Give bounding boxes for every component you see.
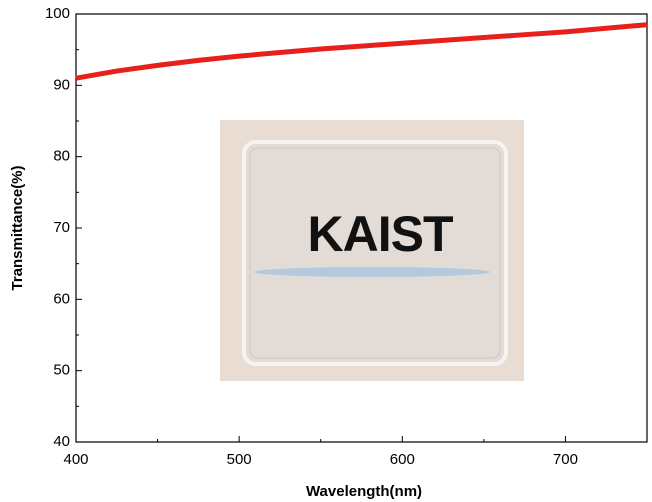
x-tick-label: 600 xyxy=(390,451,415,468)
x-tick-label: 400 xyxy=(63,451,88,468)
x-tick-label: 700 xyxy=(553,451,578,468)
y-tick-label: 70 xyxy=(53,219,70,236)
inset-photo: KAIST xyxy=(220,120,524,381)
y-tick-label: 40 xyxy=(53,433,70,450)
y-tick-label: 50 xyxy=(53,362,70,379)
transmittance-line xyxy=(76,25,647,78)
y-axis-title: Transmittance(%) xyxy=(9,165,26,290)
x-axis-title: Wavelength(nm) xyxy=(306,483,422,500)
x-tick-label: 500 xyxy=(227,451,252,468)
y-tick-label: 80 xyxy=(53,148,70,165)
y-tick-label: 100 xyxy=(45,5,70,22)
page: KAIST Wavelength(nm) Transmittance(%) 40… xyxy=(0,0,652,502)
kaist-logo: KAIST xyxy=(308,206,453,262)
chart: KAIST Wavelength(nm) Transmittance(%) 40… xyxy=(0,0,652,502)
blue-reflection xyxy=(254,267,490,277)
y-tick-label: 60 xyxy=(53,290,70,307)
y-tick-label: 90 xyxy=(53,76,70,93)
